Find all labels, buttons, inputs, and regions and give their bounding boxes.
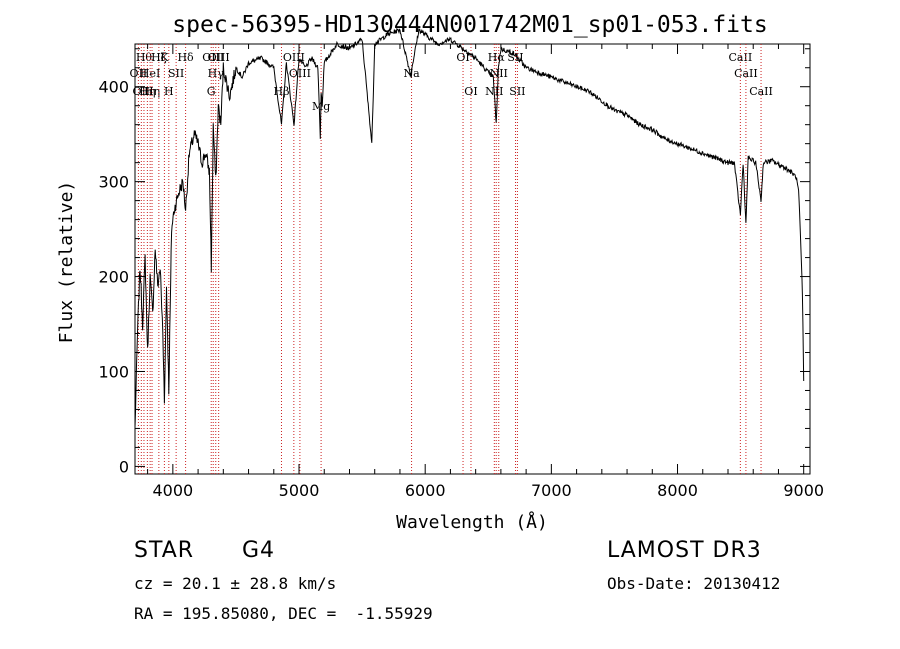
x-tick-label: 5000 — [279, 481, 320, 500]
marker-label: SII — [509, 85, 525, 98]
marker-label: OII — [130, 67, 148, 80]
coordinates: RA = 195.85080, DEC = -1.55929 — [134, 604, 433, 623]
marker-label: HeI — [140, 67, 160, 80]
marker-label: NII — [490, 67, 508, 80]
object-class: STAR — [134, 538, 195, 563]
x-tick-label: 4000 — [152, 481, 193, 500]
y-tick-label: 300 — [98, 173, 129, 192]
y-tick-label: 200 — [98, 268, 129, 287]
marker-label: Hδ — [177, 51, 194, 64]
marker-label: Hζ — [151, 51, 167, 64]
marker-label: Hη — [139, 85, 155, 98]
x-axis: 4000 5000 6000 7000 8000 9000 — [147, 44, 824, 500]
marker-label: SII — [168, 67, 184, 80]
line-markers: OII OII Hθ Hη HeI Hη HζK H SII Hδ G OIII Hγ OIII Hβ OII… — [130, 44, 773, 474]
marker-label: OIII — [289, 67, 311, 80]
marker-label: OI — [464, 85, 477, 98]
marker-label: Hα — [488, 51, 506, 64]
marker-label: Hγ — [208, 67, 225, 80]
marker-label: OI — [456, 51, 469, 64]
y-axis: 0 100 200 300 400 — [98, 48, 810, 476]
y-tick-label: 100 — [98, 362, 129, 381]
marker-label: CaII — [734, 67, 758, 80]
marker-label: OIII — [208, 51, 230, 64]
marker-label: OIII — [202, 51, 224, 64]
marker-label: OII — [132, 85, 150, 98]
marker-label: Hη — [144, 85, 160, 98]
chart-title: spec-56395-HD130444N001742M01_sp01-053.f… — [172, 12, 767, 38]
redshift-info: cz = 20.1 ± 28.8 km/s — [134, 574, 337, 593]
x-tick-label: 6000 — [405, 481, 446, 500]
marker-label: G — [207, 85, 216, 98]
marker-label: CaII — [749, 85, 773, 98]
marker-label: CaII — [729, 51, 753, 64]
marker-label: Hβ — [274, 85, 290, 98]
marker-label: Hθ — [136, 51, 153, 64]
marker-label: K — [160, 51, 169, 64]
x-tick-label: 8000 — [657, 481, 698, 500]
observation-date: Obs-Date: 20130412 — [607, 574, 781, 593]
x-tick-label: 7000 — [531, 481, 572, 500]
marker-label: H — [164, 85, 174, 98]
y-tick-label: 0 — [119, 457, 129, 476]
y-axis-label: Flux (relative) — [56, 181, 77, 344]
x-tick-label: 9000 — [783, 481, 824, 500]
x-axis-label: Wavelength (Å) — [396, 511, 548, 533]
spectrum-line — [134, 27, 805, 428]
plot-frame — [134, 43, 811, 475]
spectral-subclass: G4 — [242, 538, 276, 563]
y-tick-label: 400 — [98, 78, 129, 97]
survey-name: LAMOST DR3 — [607, 538, 762, 563]
